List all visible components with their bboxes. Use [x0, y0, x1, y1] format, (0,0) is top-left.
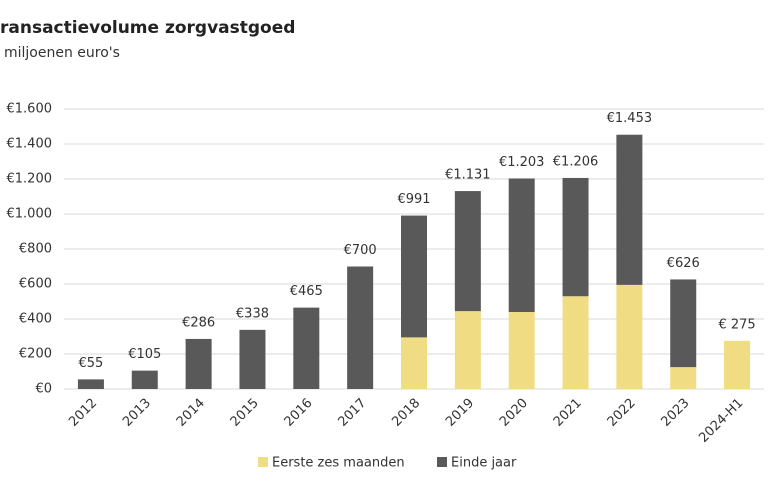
bar-segment — [239, 329, 266, 389]
total-label: €626 — [667, 256, 700, 271]
y-tick-label: €600 — [19, 277, 52, 292]
x-tick-label: 2018 — [389, 396, 423, 430]
x-tick-label: 2017 — [335, 396, 369, 430]
y-tick-label: €1.000 — [7, 207, 53, 222]
total-label: €1.206 — [553, 154, 599, 169]
chart-subtitle: miljoenen euro's — [4, 45, 120, 61]
bar-segment — [293, 307, 320, 389]
total-label: €1.131 — [445, 168, 491, 183]
x-tick-label: 2021 — [551, 396, 585, 430]
total-label: €105 — [128, 347, 161, 362]
bar-segment — [401, 215, 427, 338]
bar-segment — [347, 266, 374, 389]
bar-segment — [562, 296, 589, 389]
x-tick-label: 2022 — [605, 396, 639, 430]
bar-segment — [562, 177, 589, 297]
total-label: €465 — [290, 284, 323, 299]
bar-segment — [616, 134, 643, 285]
x-tick-label: 2012 — [66, 396, 100, 430]
bar-segment — [185, 338, 212, 389]
y-tick-label: €1.400 — [7, 137, 53, 152]
x-tick-label: 2013 — [120, 396, 154, 430]
y-tick-label: €400 — [19, 312, 52, 327]
bar-segment — [670, 367, 697, 389]
bar-segment — [454, 191, 481, 312]
x-tick-label: 2015 — [228, 396, 262, 430]
y-tick-label: €800 — [19, 242, 52, 257]
bar-segment — [131, 370, 158, 389]
total-label: €55 — [79, 356, 104, 371]
bar-segment — [508, 312, 535, 389]
x-tick-label: 2023 — [659, 396, 693, 430]
bar-segment — [401, 337, 427, 389]
total-label: €338 — [236, 306, 269, 321]
total-label: €1.203 — [499, 155, 545, 170]
y-tick-label: €200 — [19, 347, 52, 362]
legend-label: Eerste zes maanden — [272, 456, 405, 471]
y-tick-label: €1.200 — [7, 172, 53, 187]
total-label: € 275 — [718, 317, 755, 332]
bar-segment — [77, 379, 104, 389]
legend-swatch — [258, 457, 268, 467]
y-tick-label: €1.600 — [7, 102, 53, 117]
x-tick-label: 2016 — [282, 396, 316, 430]
chart-title: ransactievolume zorgvastgoed — [0, 18, 295, 38]
bar-segment — [670, 279, 697, 368]
bar-segment — [508, 178, 535, 312]
legend-swatch — [437, 457, 447, 467]
bar-segment — [454, 311, 481, 389]
x-tick-label: 2020 — [497, 396, 531, 430]
total-label: €1.453 — [607, 111, 653, 126]
x-tick-label: 2019 — [443, 396, 477, 430]
total-label: €286 — [182, 315, 215, 330]
total-label: €700 — [344, 243, 377, 258]
x-tick-label: 2014 — [174, 396, 208, 430]
total-label: €991 — [397, 192, 430, 207]
legend-label: Einde jaar — [451, 456, 517, 471]
bar-segment — [616, 284, 643, 389]
x-tick-label: 2024-H1 — [696, 396, 746, 446]
y-tick-label: €0 — [35, 382, 52, 397]
bar-segment — [724, 340, 751, 389]
